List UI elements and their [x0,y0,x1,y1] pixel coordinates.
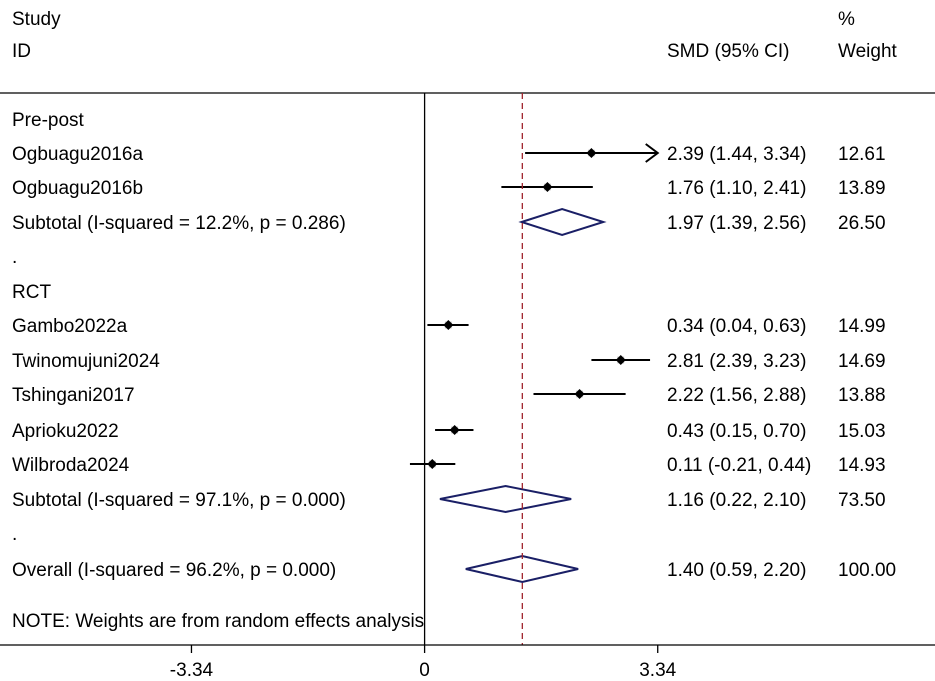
group-row: Pre-post [12,110,85,131]
group-row: . [12,247,17,268]
study-row: Gambo2022a 0.34 (0.04, 0.63) 14.99 [12,316,886,337]
point-estimate [427,459,438,469]
study-row: Aprioku2022 0.43 (0.15, 0.70) 15.03 [12,421,886,442]
weight-text: 26.50 [838,213,886,234]
weight-text: 13.88 [838,385,886,406]
effect-ci-text: 0.43 (0.15, 0.70) [667,421,806,442]
point-estimate [586,148,597,158]
row-label: Ogbuagu2016b [12,178,143,199]
effect-ci-text: 0.34 (0.04, 0.63) [667,316,806,337]
x-tick-label: -3.34 [170,660,214,681]
point-estimate [542,182,553,192]
point-estimate [574,389,585,399]
row-label: . [12,247,17,268]
point-estimate [449,425,460,435]
ci-arrow [645,143,660,163]
subtotal-row: Overall (I-squared = 96.2%, p = 0.000) 1.… [12,554,896,584]
weight-text: 14.93 [838,455,886,476]
row-label: Subtotal (I-squared = 12.2%, p = 0.286) [12,213,346,234]
row-label: Subtotal (I-squared = 97.1%, p = 0.000) [12,490,346,511]
row-label: Ogbuagu2016a [12,144,143,165]
pooled-diamond [518,207,607,237]
point-estimate [443,320,454,330]
weight-text: 13.89 [838,178,886,199]
row-label: Pre-post [12,110,85,131]
pooled-diamond [439,484,572,514]
weight-text: 12.61 [838,144,886,165]
row-label: Tshingani2017 [12,385,135,406]
effect-ci-text: 2.81 (2.39, 3.23) [667,351,806,372]
header-id: ID [12,41,31,62]
study-row: Ogbuagu2016b 1.76 (1.10, 2.41) 13.89 [12,178,886,199]
weight-text: 14.99 [838,316,886,337]
effect-ci-text: 2.22 (1.56, 2.88) [667,385,806,406]
study-row: Wilbroda2024 0.11 (-0.21, 0.44) 14.93 [12,455,886,476]
header-weight: Weight [838,41,898,62]
pooled-diamond [465,554,579,584]
row-label: Wilbroda2024 [12,455,130,476]
effect-ci-text: 2.39 (1.44, 3.34) [667,144,806,165]
weight-text: 100.00 [838,560,896,581]
study-row: Tshingani2017 2.22 (1.56, 2.88) 13.88 [12,385,886,406]
row-label: Twinomujuni2024 [12,351,160,372]
effect-ci-text: 1.97 (1.39, 2.56) [667,213,806,234]
group-row: RCT [12,282,51,303]
effect-ci-text: 0.11 (-0.21, 0.44) [667,455,811,476]
study-row: Twinomujuni2024 2.81 (2.39, 3.23) 14.69 [12,351,886,372]
header-smd: SMD (95% CI) [667,41,789,62]
x-tick-label: 3.34 [639,660,676,681]
study-row: Ogbuagu2016a 2.39 (1.44, 3.34) 12.61 [12,143,886,165]
weight-text: 15.03 [838,421,886,442]
row-label: Aprioku2022 [12,421,119,442]
row-label: RCT [12,282,51,303]
effect-ci-text: 1.76 (1.10, 2.41) [667,178,806,199]
effect-ci-text: 1.16 (0.22, 2.10) [667,490,806,511]
point-estimate [615,355,626,365]
note-text: NOTE: Weights are from random effects an… [12,611,424,632]
subtotal-row: Subtotal (I-squared = 12.2%, p = 0.286) 1… [12,207,886,237]
weight-text: 73.50 [838,490,886,511]
row-label: . [12,524,17,545]
subtotal-row: Subtotal (I-squared = 97.1%, p = 0.000) 1… [12,484,886,514]
header-percent: % [838,9,855,30]
x-tick-label: 0 [419,660,430,681]
weight-text: 14.69 [838,351,886,372]
effect-ci-text: 1.40 (0.59, 2.20) [667,560,806,581]
header-study: Study [12,9,61,30]
row-label: Gambo2022a [12,316,128,337]
group-row: . [12,524,17,545]
row-label: Overall (I-squared = 96.2%, p = 0.000) [12,560,336,581]
